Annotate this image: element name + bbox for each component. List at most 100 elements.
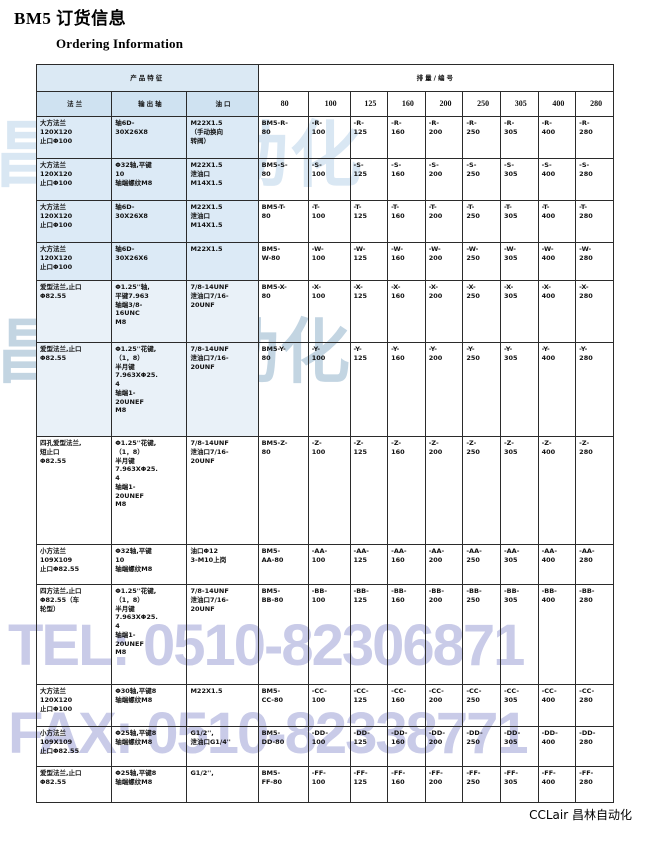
cell-displacement-code: -Z- 250 (462, 436, 501, 545)
cell-displacement-code: -Y- 160 (387, 342, 426, 437)
cell-displacement-code: -BB- 250 (462, 584, 501, 685)
cell-displacement-code: -W- 280 (575, 242, 614, 281)
cell-flange: 四孔爱型法兰, 短止口 Φ82.55 (35, 436, 113, 545)
cell-displacement-code: -Z- 100 (307, 436, 351, 545)
cell-displacement-code: -BB- 305 (499, 584, 539, 685)
cell-displacement-code: -W- 400 (537, 242, 577, 281)
cell-model-code: BM5-R- 80 (257, 116, 309, 159)
cell-displacement-code: -Z- 280 (575, 436, 614, 545)
cell-displacement-code: -FF- 125 (349, 766, 389, 803)
cell-displacement-code: -Y- 200 (424, 342, 464, 437)
cell-flange: 大方法兰 120X120 止口Φ100 (35, 158, 113, 201)
cell-displacement-code: -S- 125 (349, 158, 389, 201)
cell-displacement-code: -FF- 160 (387, 766, 426, 803)
cell-shaft: Φ32轴,平键 10 轴端螺纹M8 (111, 544, 188, 585)
cell-displacement-code: -BB- 280 (575, 584, 614, 685)
cell-displacement-code: -T- 100 (307, 200, 351, 243)
cell-displacement-code: -AA- 400 (537, 544, 577, 585)
cell-displacement-code: -R- 250 (462, 116, 501, 159)
page-title-chinese: BM5 订货信息 (14, 9, 127, 28)
cell-shaft: 轴6D- 30X26X8 (111, 116, 188, 159)
cell-displacement-code: -T- 280 (575, 200, 614, 243)
ordering-information-table-wrapper: 产品特征 排量/编号 法兰 输出轴 油口 80 100 125 160 200 250 305 40… (35, 64, 615, 803)
cell-flange: 爱型法兰,止口 Φ82.55 (35, 342, 113, 437)
cell-displacement-code: -Z- 125 (349, 436, 389, 545)
table-row: 大方法兰 120X120 止口Φ100 轴6D- 30X26X8 M22X1.5 （… (35, 116, 614, 159)
cell-model-code: BM5-T- 80 (257, 200, 309, 243)
cell-displacement-code: -BB- 400 (537, 584, 577, 685)
cell-displacement-code: -R- 280 (575, 116, 614, 159)
cell-port: M22X1.5 泄油口 M14X1.5 (186, 200, 259, 243)
cell-displacement-code: -W- 125 (349, 242, 389, 281)
table-row: 爱型法兰,止口 Φ82.55 Φ1.25''花键, （1，8） 半月键 7.963… (35, 342, 614, 437)
cell-port: 油口Φ12 3-M10上岗 (186, 544, 259, 585)
cell-displacement-code: -FF- 100 (307, 766, 351, 803)
cell-displacement-code: -FF- 200 (424, 766, 464, 803)
cell-port: M22X1.5 (186, 242, 259, 281)
sub-header-displacement-250: 250 (462, 91, 501, 117)
cell-model-code: BM5-Z- 80 (257, 436, 309, 545)
cell-shaft: Φ1.25''花键, （1，8） 半月键 7.963XΦ25. 4 轴端1- 2… (111, 436, 188, 545)
cell-displacement-code: -Y- 280 (575, 342, 614, 437)
table-row: 大方法兰 120X120 止口Φ100 Φ30轴,平键8 轴端螺纹M8 M22X1.… (35, 684, 614, 727)
cell-displacement-code: -AA- 160 (387, 544, 426, 585)
cell-model-code: BM5- DD-80 (257, 726, 309, 767)
cell-displacement-code: -BB- 100 (307, 584, 351, 685)
cell-shaft: Φ25轴,平键8 轴端螺纹M8 (111, 766, 188, 803)
cell-displacement-code: -DD- 200 (424, 726, 464, 767)
cell-displacement-code: -R- 400 (537, 116, 577, 159)
cell-port: 7/8-14UNF 泄油口7/16- 20UNF (186, 584, 259, 685)
table-row: 大方法兰 120X120 止口Φ100 Φ32轴,平键 10 轴端螺纹M8 M22X… (35, 158, 614, 201)
cell-displacement-code: -S- 200 (424, 158, 464, 201)
cell-shaft: 轴6D- 30X26X8 (111, 200, 188, 243)
cell-shaft: Φ30轴,平键8 轴端螺纹M8 (111, 684, 188, 727)
cell-displacement-code: -T- 400 (537, 200, 577, 243)
cell-displacement-code: -AA- 305 (499, 544, 539, 585)
cell-displacement-code: -DD- 250 (462, 726, 501, 767)
cell-flange: 大方法兰 120X120 止口Φ100 (35, 116, 113, 159)
cell-displacement-code: -CC- 160 (387, 684, 426, 727)
cell-displacement-code: -X- 100 (307, 280, 351, 343)
cell-displacement-code: -W- 200 (424, 242, 464, 281)
cell-shaft: Φ32轴,平键 10 轴端螺纹M8 (111, 158, 188, 201)
cell-displacement-code: -Y- 305 (499, 342, 539, 437)
footer-brand: CCLair 昌林自动化 (529, 808, 632, 822)
cell-shaft: Φ1.25''花键, （1，8） 半月键 7.963XΦ25. 4 轴端1- 2… (111, 342, 188, 437)
cell-displacement-code: -CC- 250 (462, 684, 501, 727)
table-row: 四孔爱型法兰, 短止口 Φ82.55 Φ1.25''花键, （1，8） 半月键 7… (35, 436, 614, 545)
cell-displacement-code: -X- 400 (537, 280, 577, 343)
sub-header-displacement-400: 400 (537, 91, 577, 117)
cell-displacement-code: -R- 160 (387, 116, 426, 159)
table-row: 爱型法兰,止口 Φ82.55 Φ1.25''轴, 平键7.963 轴端3/8- 1… (35, 280, 614, 343)
sub-header-displacement-280: 280 (575, 91, 614, 117)
cell-port: G1/2'', (186, 766, 259, 803)
cell-displacement-code: -S- 280 (575, 158, 614, 201)
cell-shaft: Φ1.25''花键, （1，8） 半月键 7.963XΦ25. 4 轴端1- 2… (111, 584, 188, 685)
cell-displacement-code: -CC- 100 (307, 684, 351, 727)
cell-displacement-code: -Z- 305 (499, 436, 539, 545)
cell-displacement-code: -CC- 280 (575, 684, 614, 727)
cell-shaft: Φ25轴,平键8 轴端螺纹M8 (111, 726, 188, 767)
cell-displacement-code: -R- 125 (349, 116, 389, 159)
table-body: 大方法兰 120X120 止口Φ100 轴6D- 30X26X8 M22X1.5 （… (35, 116, 614, 803)
cell-displacement-code: -DD- 160 (387, 726, 426, 767)
cell-model-code: BM5-X- 80 (257, 280, 309, 343)
group-header-displacement: 排量/编号 (257, 64, 615, 92)
cell-flange: 爱型法兰,止口 Φ82.55 (35, 766, 113, 803)
sub-header-flange: 法兰 (35, 91, 113, 117)
cell-displacement-code: -X- 200 (424, 280, 464, 343)
cell-displacement-code: -W- 250 (462, 242, 501, 281)
sub-header-displacement-160: 160 (387, 91, 426, 117)
cell-displacement-code: -X- 160 (387, 280, 426, 343)
sub-header-displacement-80: 80 (257, 91, 309, 117)
cell-displacement-code: -Z- 200 (424, 436, 464, 545)
cell-flange: 小方法兰 109X109 止口Φ82.55 (35, 726, 113, 767)
sub-header-port: 油口 (186, 91, 259, 117)
cell-displacement-code: -R- 100 (307, 116, 351, 159)
cell-displacement-code: -X- 280 (575, 280, 614, 343)
cell-displacement-code: -S- 160 (387, 158, 426, 201)
cell-model-code: BM5- CC-80 (257, 684, 309, 727)
table-row: 爱型法兰,止口 Φ82.55 Φ25轴,平键8 轴端螺纹M8 G1/2'', BM5-… (35, 766, 614, 803)
cell-displacement-code: -AA- 280 (575, 544, 614, 585)
cell-displacement-code: -DD- 400 (537, 726, 577, 767)
